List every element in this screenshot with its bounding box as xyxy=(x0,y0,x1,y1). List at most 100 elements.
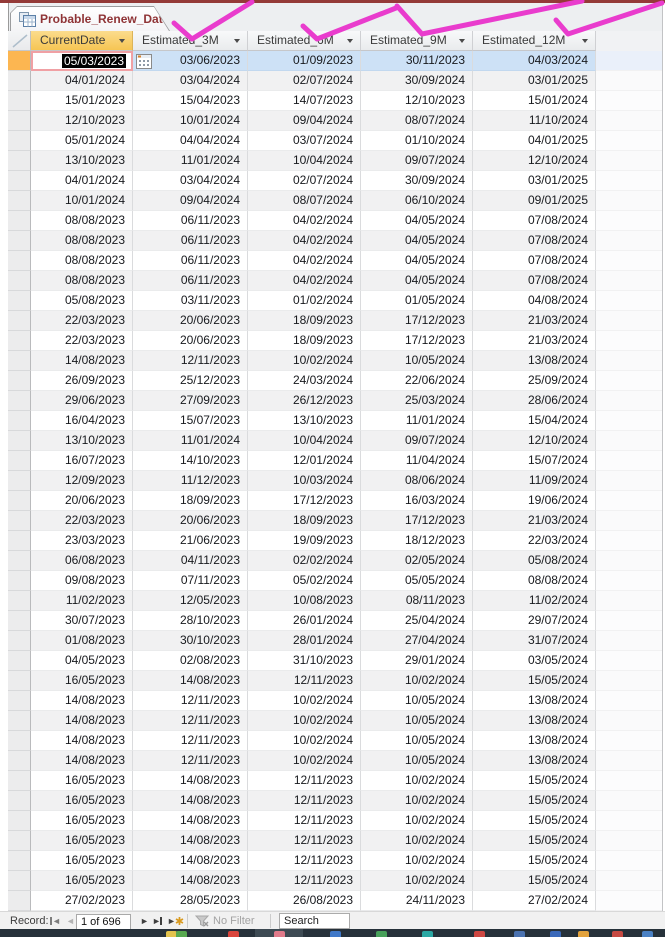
cell[interactable]: 09/07/2024 xyxy=(361,151,473,171)
cell[interactable]: 10/02/2024 xyxy=(361,871,473,891)
cell[interactable]: 10/02/2024 xyxy=(248,711,361,731)
cell[interactable]: 13/08/2024 xyxy=(473,351,596,371)
cell[interactable]: 06/11/2023 xyxy=(133,211,248,231)
cell[interactable]: 18/12/2023 xyxy=(361,531,473,551)
cell[interactable]: 13/10/2023 xyxy=(31,431,133,451)
cell[interactable]: 12/11/2023 xyxy=(248,831,361,851)
cell[interactable]: 03/05/2024 xyxy=(473,651,596,671)
row-selector[interactable] xyxy=(8,511,31,531)
cell[interactable]: 10/05/2024 xyxy=(361,731,473,751)
taskbar-icon[interactable] xyxy=(176,931,187,937)
row-selector[interactable] xyxy=(8,231,31,251)
cell[interactable]: 01/05/2024 xyxy=(361,291,473,311)
cell[interactable]: 07/08/2024 xyxy=(473,231,596,251)
row-selector[interactable] xyxy=(8,531,31,551)
cell[interactable]: 12/01/2024 xyxy=(248,451,361,471)
cell[interactable]: 11/02/2024 xyxy=(473,591,596,611)
row-selector[interactable] xyxy=(8,351,31,371)
cell[interactable]: 20/06/2023 xyxy=(31,491,133,511)
cell[interactable]: 10/05/2024 xyxy=(361,711,473,731)
cell[interactable]: 05/08/2024 xyxy=(473,551,596,571)
cell[interactable]: 14/08/2023 xyxy=(31,711,133,731)
cell[interactable]: 12/11/2023 xyxy=(248,791,361,811)
cell[interactable]: 31/07/2024 xyxy=(473,631,596,651)
cell[interactable]: 17/12/2023 xyxy=(248,491,361,511)
cell[interactable]: 04/04/2024 xyxy=(133,131,248,151)
select-all-corner[interactable] xyxy=(8,31,31,51)
cell[interactable]: 04/11/2023 xyxy=(133,551,248,571)
cell[interactable]: 01/09/2023 xyxy=(248,51,361,71)
row-selector[interactable] xyxy=(8,151,31,171)
row-selector[interactable] xyxy=(8,671,31,691)
cell[interactable]: 10/02/2024 xyxy=(361,851,473,871)
cell[interactable]: 03/07/2024 xyxy=(248,131,361,151)
sort-dropdown-icon[interactable] xyxy=(459,38,465,43)
first-record-button[interactable]: ◄ xyxy=(50,916,61,926)
cell[interactable]: 17/12/2023 xyxy=(361,331,473,351)
cell[interactable]: 09/04/2024 xyxy=(248,111,361,131)
row-selector[interactable] xyxy=(8,491,31,511)
row-selector[interactable] xyxy=(8,391,31,411)
cell[interactable]: 08/08/2023 xyxy=(31,211,133,231)
row-selector[interactable] xyxy=(8,891,31,911)
cell[interactable]: 11/02/2023 xyxy=(31,591,133,611)
cell[interactable]: 15/05/2024 xyxy=(473,671,596,691)
cell[interactable]: 16/05/2023 xyxy=(31,871,133,891)
cell[interactable]: 10/02/2024 xyxy=(361,771,473,791)
row-selector[interactable] xyxy=(8,131,31,151)
cell[interactable]: 14/08/2023 xyxy=(133,831,248,851)
cell[interactable]: 15/01/2023 xyxy=(31,91,133,111)
taskbar-icon[interactable] xyxy=(550,931,561,937)
cell[interactable]: 02/07/2024 xyxy=(248,71,361,91)
cell[interactable]: 08/08/2023 xyxy=(31,251,133,271)
row-selector[interactable] xyxy=(8,831,31,851)
cell[interactable]: 18/09/2023 xyxy=(133,491,248,511)
cell[interactable]: 09/01/2025 xyxy=(473,191,596,211)
tab-probable-renew-date[interactable]: Probable_Renew_Date xyxy=(11,7,169,31)
cell[interactable]: 13/08/2024 xyxy=(473,711,596,731)
taskbar-icon[interactable] xyxy=(474,931,485,937)
row-selector[interactable] xyxy=(8,91,31,111)
cell[interactable]: 11/10/2024 xyxy=(473,111,596,131)
cell[interactable]: 08/06/2024 xyxy=(361,471,473,491)
cell[interactable]: 12/09/2023 xyxy=(31,471,133,491)
sort-dropdown-icon[interactable] xyxy=(234,38,240,43)
cell[interactable]: 14/07/2023 xyxy=(248,91,361,111)
cell[interactable]: 15/05/2024 xyxy=(473,831,596,851)
taskbar-icon[interactable] xyxy=(642,931,653,937)
cell[interactable]: 20/06/2023 xyxy=(133,511,248,531)
cell[interactable]: 08/07/2024 xyxy=(361,111,473,131)
row-selector[interactable] xyxy=(8,811,31,831)
cell[interactable]: 05/01/2024 xyxy=(31,131,133,151)
cell[interactable]: 12/05/2023 xyxy=(133,591,248,611)
taskbar-icon[interactable] xyxy=(578,931,589,937)
row-selector[interactable] xyxy=(8,431,31,451)
cell[interactable]: 16/05/2023 xyxy=(31,771,133,791)
cell[interactable]: 10/05/2024 xyxy=(361,691,473,711)
cell[interactable]: 04/02/2024 xyxy=(248,231,361,251)
cell[interactable]: 10/05/2024 xyxy=(361,351,473,371)
cell[interactable]: 15/05/2024 xyxy=(473,771,596,791)
cell[interactable]: 20/06/2023 xyxy=(133,331,248,351)
cell[interactable]: 16/04/2023 xyxy=(31,411,133,431)
cell[interactable]: 04/05/2024 xyxy=(361,271,473,291)
cell[interactable]: 10/02/2024 xyxy=(361,671,473,691)
column-header-estimated_12m[interactable]: Estimated_12M xyxy=(473,31,596,51)
row-selector[interactable] xyxy=(8,771,31,791)
cell[interactable]: 09/04/2024 xyxy=(133,191,248,211)
row-selector[interactable] xyxy=(8,311,31,331)
cell[interactable]: 10/08/2023 xyxy=(248,591,361,611)
cell[interactable]: 18/09/2023 xyxy=(248,331,361,351)
cell[interactable]: 12/11/2023 xyxy=(133,351,248,371)
cell[interactable]: 10/05/2024 xyxy=(361,751,473,771)
cell[interactable]: 23/03/2023 xyxy=(31,531,133,551)
cell[interactable]: 03/01/2025 xyxy=(473,71,596,91)
row-selector[interactable] xyxy=(8,371,31,391)
cell[interactable]: 27/02/2023 xyxy=(31,891,133,911)
cell[interactable]: 11/12/2023 xyxy=(133,471,248,491)
cell[interactable]: 03/06/2023 xyxy=(133,51,248,71)
row-selector[interactable] xyxy=(8,71,31,91)
cell[interactable]: 01/10/2024 xyxy=(361,131,473,151)
cell[interactable]: 12/11/2023 xyxy=(248,671,361,691)
row-selector[interactable] xyxy=(8,731,31,751)
